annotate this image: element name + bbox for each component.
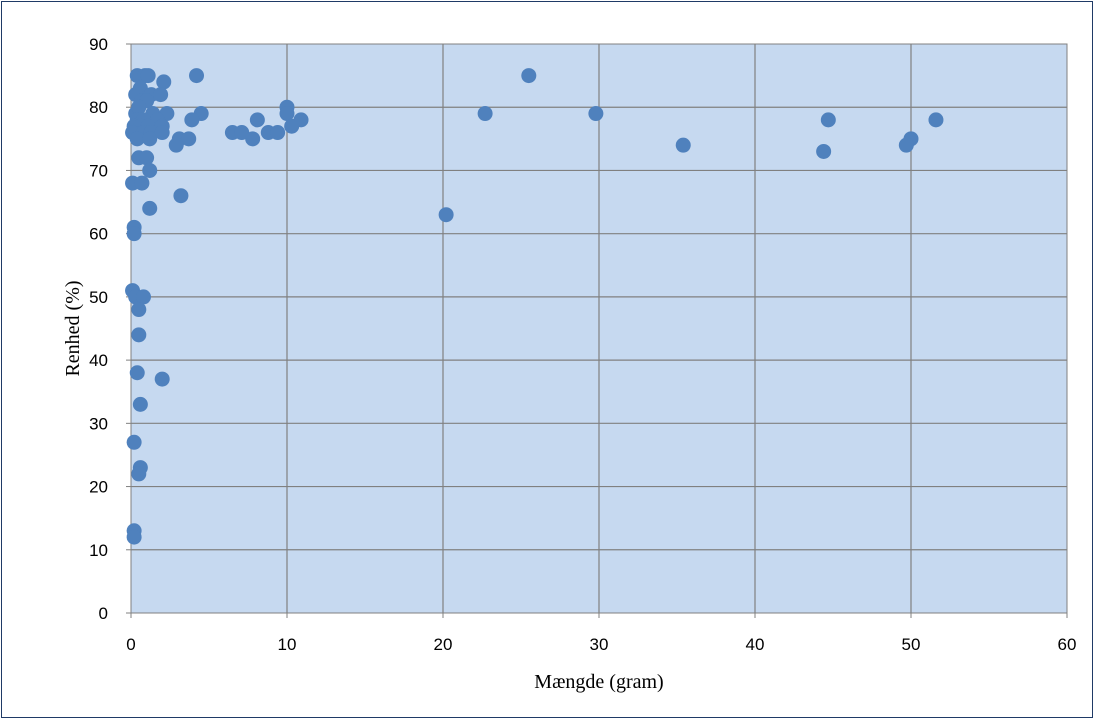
x-tick-labels: 0 10 20 30 40 50 60 xyxy=(126,635,1076,654)
data-point xyxy=(154,371,170,387)
data-point xyxy=(898,137,914,153)
data-point xyxy=(131,327,147,343)
data-point xyxy=(928,112,944,128)
y-tick-label: 20 xyxy=(89,478,108,497)
x-tick-label: 40 xyxy=(746,635,765,654)
data-point xyxy=(126,529,142,545)
data-point xyxy=(189,68,205,84)
data-point xyxy=(129,365,145,381)
y-tick-labels: 0 10 20 30 40 50 60 70 80 90 xyxy=(89,35,108,623)
y-tick-label: 70 xyxy=(89,161,108,180)
data-point xyxy=(184,112,200,128)
data-point xyxy=(134,175,150,191)
data-point xyxy=(135,289,151,305)
x-tick-label: 30 xyxy=(590,635,609,654)
data-point xyxy=(156,74,172,90)
data-point xyxy=(173,188,189,204)
data-point xyxy=(154,125,170,141)
data-point xyxy=(142,200,158,216)
y-tick-label: 40 xyxy=(89,351,108,370)
data-point xyxy=(438,207,454,223)
y-tick-label: 90 xyxy=(89,35,108,54)
x-tick-label: 60 xyxy=(1058,635,1077,654)
data-point xyxy=(142,162,158,178)
data-point xyxy=(675,137,691,153)
data-point xyxy=(140,68,156,84)
y-tick-label: 30 xyxy=(89,414,108,433)
data-point xyxy=(168,137,184,153)
x-tick-label: 10 xyxy=(278,635,297,654)
y-tick-label: 50 xyxy=(89,288,108,307)
data-point xyxy=(126,226,142,242)
data-point xyxy=(139,150,155,166)
data-point xyxy=(588,106,604,122)
data-point xyxy=(126,434,142,450)
x-tick-label: 20 xyxy=(434,635,453,654)
data-point xyxy=(132,396,148,412)
data-point xyxy=(820,112,836,128)
data-point xyxy=(477,106,493,122)
data-point xyxy=(249,112,265,128)
data-point xyxy=(279,106,295,122)
data-point xyxy=(131,99,147,115)
data-point xyxy=(131,302,147,318)
y-tick-label: 80 xyxy=(89,98,108,117)
data-point xyxy=(181,131,197,147)
data-points xyxy=(125,68,944,545)
data-point xyxy=(131,466,147,482)
data-point xyxy=(142,131,158,147)
data-point xyxy=(234,125,250,141)
y-tick-label: 0 xyxy=(99,604,108,623)
data-point xyxy=(284,118,300,134)
data-point xyxy=(521,68,537,84)
y-tick-label: 10 xyxy=(89,541,108,560)
y-tick-label: 60 xyxy=(89,225,108,244)
data-point xyxy=(816,143,832,159)
data-point xyxy=(270,125,286,141)
y-axis-title: Renhed (%) xyxy=(62,280,84,376)
x-axis-title: Mængde (gram) xyxy=(534,671,663,693)
x-tick-label: 0 xyxy=(126,635,135,654)
x-tick-label: 50 xyxy=(902,635,921,654)
data-point xyxy=(129,131,145,147)
data-point xyxy=(245,131,261,147)
data-point xyxy=(153,87,169,103)
